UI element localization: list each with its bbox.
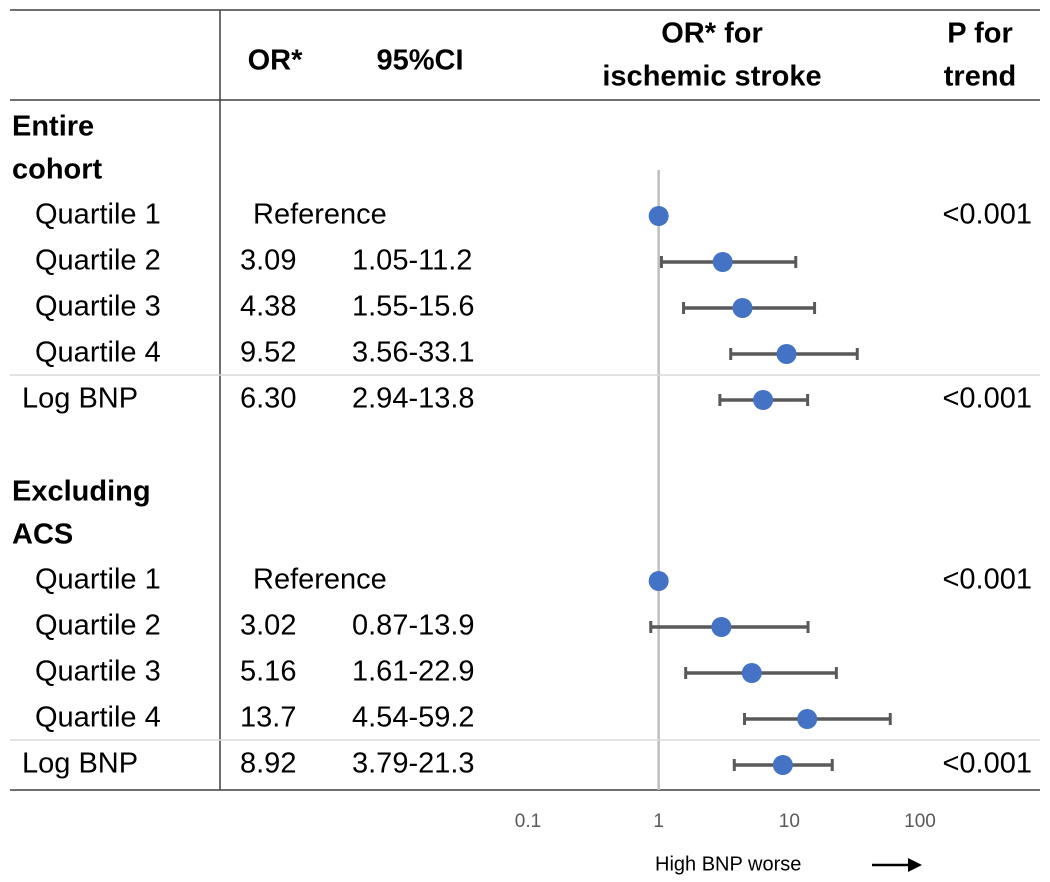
or-label: 4.38 xyxy=(240,291,296,323)
odds-ratio-point xyxy=(648,571,669,591)
row-label: Log BNP xyxy=(22,748,138,780)
header: ischemic stroke xyxy=(602,61,821,93)
or-label: Reference xyxy=(253,199,387,231)
x-tick-label: 100 xyxy=(904,811,936,832)
odds-ratio-point xyxy=(797,709,818,729)
ci-label: 4.54-59.2 xyxy=(352,702,475,734)
odds-ratio-point xyxy=(648,206,669,226)
header: trend xyxy=(944,61,1017,93)
ci-label: 3.79-21.3 xyxy=(352,748,475,780)
odds-ratio-point xyxy=(711,617,732,637)
row-label: Log BNP xyxy=(22,383,138,415)
ci-label: 2.94-13.8 xyxy=(352,383,475,415)
group-label: cohort xyxy=(12,154,103,186)
x-axis-label: High BNP worse xyxy=(655,853,801,875)
p-value: <0.001 xyxy=(942,199,1032,231)
or-label: 3.09 xyxy=(240,245,296,277)
odds-ratio-point xyxy=(753,390,774,410)
odds-ratio-point xyxy=(712,252,733,272)
ci-label: 1.05-11.2 xyxy=(352,245,472,277)
row-label: Quartile 4 xyxy=(35,702,161,734)
ci-label: 1.55-15.6 xyxy=(352,291,475,323)
ci-label: 3.56-33.1 xyxy=(352,337,475,369)
group-label: Excluding xyxy=(12,476,151,508)
p-value: <0.001 xyxy=(942,564,1032,596)
header: OR* xyxy=(248,45,304,77)
or-label: 6.30 xyxy=(240,383,296,415)
odds-ratio-point xyxy=(772,755,793,775)
ci-label: 0.87-13.9 xyxy=(352,610,475,642)
row-label: Quartile 1 xyxy=(35,564,161,596)
group-label: ACS xyxy=(12,519,73,551)
p-value: <0.001 xyxy=(942,383,1032,415)
or-label: 8.92 xyxy=(240,748,296,780)
row-label: Quartile 1 xyxy=(35,199,161,231)
odds-ratio-point xyxy=(741,663,762,683)
or-label: 5.16 xyxy=(240,656,296,688)
x-tick-label: 1 xyxy=(653,811,664,832)
header: 95%CI xyxy=(376,45,463,77)
odds-ratio-point xyxy=(776,344,797,364)
header: OR* for xyxy=(661,18,763,50)
x-tick-label: 0.1 xyxy=(515,811,541,832)
p-value: <0.001 xyxy=(942,748,1032,780)
or-label: 9.52 xyxy=(240,337,296,369)
row-label: Quartile 3 xyxy=(35,291,161,323)
row-label: Quartile 4 xyxy=(35,337,161,369)
row-label: Quartile 2 xyxy=(35,245,161,277)
row-label: Quartile 3 xyxy=(35,656,161,688)
arrow-head xyxy=(908,858,922,872)
or-label: 13.7 xyxy=(240,702,296,734)
row-label: Quartile 2 xyxy=(35,610,161,642)
or-label: Reference xyxy=(253,564,387,596)
ci-label: 1.61-22.9 xyxy=(352,656,475,688)
group-label: Entire xyxy=(12,111,94,143)
x-tick-label: 10 xyxy=(779,811,800,832)
or-label: 3.02 xyxy=(240,610,296,642)
header: P for xyxy=(947,18,1013,50)
odds-ratio-point xyxy=(732,298,753,318)
